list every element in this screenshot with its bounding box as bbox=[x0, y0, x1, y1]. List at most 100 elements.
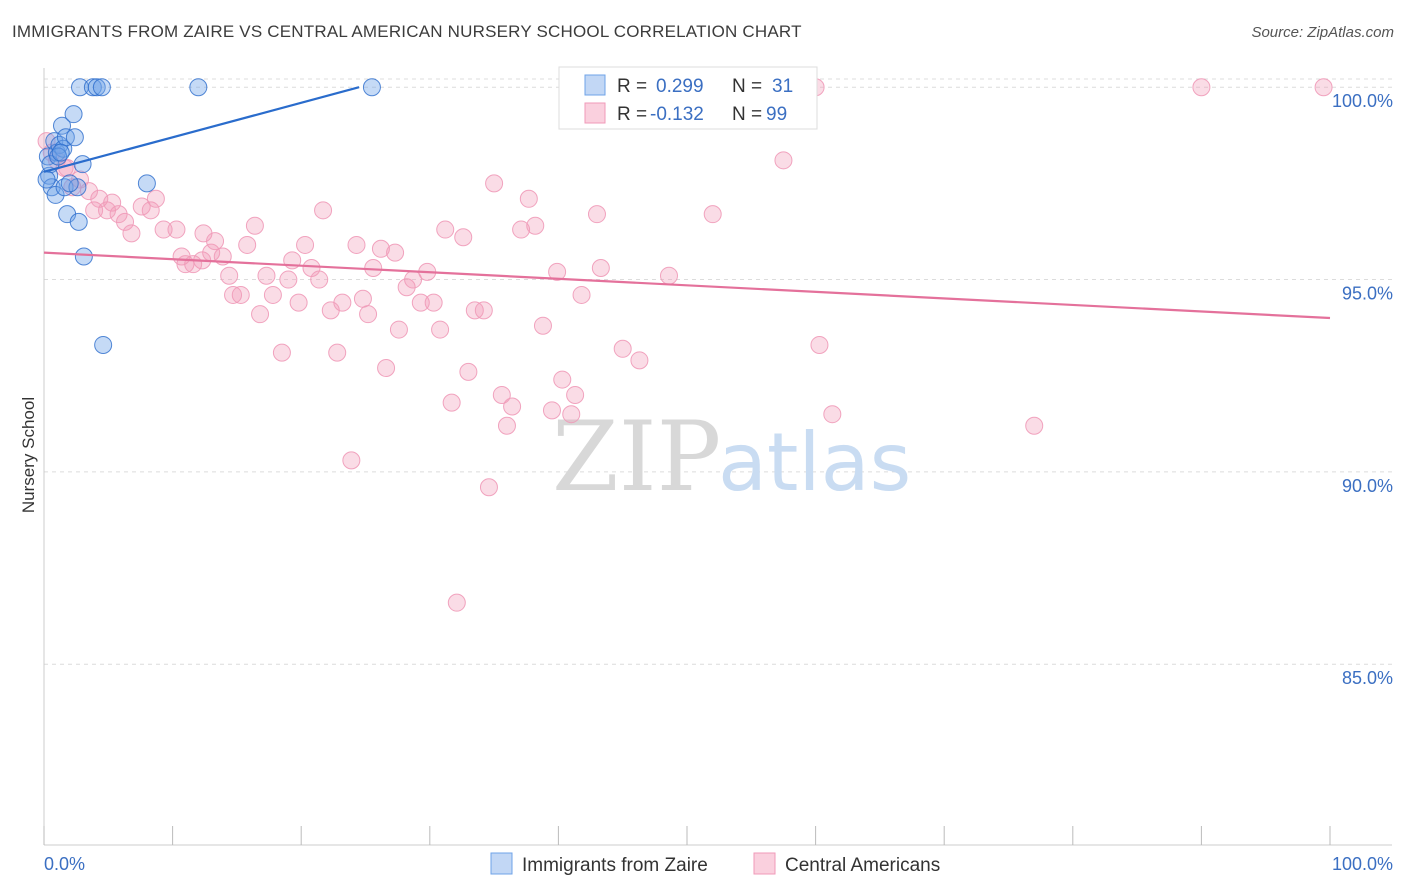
data-point-zaire bbox=[46, 185, 65, 204]
data-point-zaire bbox=[64, 105, 83, 124]
data-point-central bbox=[310, 270, 329, 289]
trend-line-zaire bbox=[43, 86, 360, 173]
y-tick-label: 95.0% bbox=[1342, 284, 1393, 304]
legend-swatch-zaire bbox=[584, 74, 606, 96]
data-point-central bbox=[245, 216, 264, 235]
watermark-zip: ZIP bbox=[552, 401, 721, 513]
series-immigrants-from-zaire bbox=[37, 78, 381, 354]
data-point-zaire bbox=[37, 170, 56, 189]
y-axis-label: Nursery School bbox=[19, 397, 38, 513]
grid-lines bbox=[44, 78, 1392, 665]
data-point-central bbox=[359, 305, 378, 324]
data-point-central bbox=[141, 201, 160, 220]
data-point-central bbox=[459, 362, 478, 381]
data-point-central bbox=[485, 174, 504, 193]
data-point-central bbox=[479, 478, 498, 497]
data-point-central bbox=[503, 397, 522, 416]
data-point-central bbox=[342, 451, 361, 470]
data-point-central bbox=[328, 343, 347, 362]
data-point-central bbox=[231, 285, 250, 304]
data-point-central bbox=[389, 320, 408, 339]
data-point-zaire bbox=[83, 78, 102, 97]
data-point-central bbox=[1314, 78, 1333, 97]
data-point-central bbox=[272, 343, 291, 362]
data-point-central bbox=[296, 235, 315, 254]
data-point-central bbox=[591, 259, 610, 278]
data-point-central bbox=[562, 405, 581, 424]
y-tick-label: 85.0% bbox=[1342, 668, 1393, 688]
data-point-zaire bbox=[137, 174, 156, 193]
data-point-zaire bbox=[362, 78, 381, 97]
legend-n-value-2: 99 bbox=[766, 104, 787, 125]
chart-title: IMMIGRANTS FROM ZAIRE VS CENTRAL AMERICA… bbox=[12, 22, 802, 41]
data-point-central bbox=[526, 216, 545, 235]
data-point-central bbox=[1025, 416, 1044, 435]
legend-swatch-central-bottom bbox=[753, 852, 776, 875]
data-point-central bbox=[263, 285, 282, 304]
data-point-central bbox=[572, 285, 591, 304]
data-point-central bbox=[238, 235, 257, 254]
data-point-central bbox=[386, 243, 405, 262]
data-point-central bbox=[548, 262, 567, 281]
data-point-central bbox=[353, 289, 372, 308]
data-point-central bbox=[206, 232, 225, 251]
trend-line-central bbox=[43, 251, 1331, 320]
data-point-central bbox=[630, 351, 649, 370]
legend-n-value-1: 31 bbox=[772, 76, 793, 97]
data-point-central bbox=[279, 270, 298, 289]
data-point-central bbox=[512, 220, 531, 239]
data-point-zaire bbox=[189, 78, 208, 97]
data-point-central bbox=[424, 293, 443, 312]
data-point-central bbox=[122, 224, 141, 243]
legend-swatch-zaire-bottom bbox=[490, 852, 513, 875]
data-point-zaire bbox=[87, 78, 106, 97]
data-point-central bbox=[85, 201, 104, 220]
data-point-zaire bbox=[69, 212, 88, 231]
data-point-central bbox=[613, 339, 632, 358]
data-point-zaire bbox=[94, 335, 113, 354]
data-point-central bbox=[224, 285, 243, 304]
data-point-central bbox=[465, 301, 484, 320]
axes bbox=[43, 68, 1392, 846]
data-point-central bbox=[314, 201, 333, 220]
data-point-central bbox=[397, 278, 416, 297]
correlation-legend: R = 0.299 N = 31 R = -0.132 N = 99 bbox=[558, 66, 818, 130]
data-point-central bbox=[103, 193, 122, 212]
data-point-zaire bbox=[92, 78, 111, 97]
data-point-central bbox=[377, 359, 396, 378]
data-point-central bbox=[251, 305, 270, 324]
legend-label-central: Central Americans bbox=[785, 855, 940, 876]
data-point-central bbox=[703, 205, 722, 224]
data-point-central bbox=[289, 293, 308, 312]
data-point-central bbox=[542, 401, 561, 420]
data-point-central bbox=[810, 335, 829, 354]
y-tick-label: 90.0% bbox=[1342, 476, 1393, 496]
x-tick-label: 100.0% bbox=[1332, 854, 1393, 874]
data-point-central bbox=[553, 370, 572, 389]
data-point-central bbox=[492, 385, 511, 404]
data-point-central bbox=[411, 293, 430, 312]
data-point-central bbox=[474, 301, 493, 320]
x-tick-label: 0.0% bbox=[44, 854, 85, 874]
data-point-central bbox=[454, 228, 473, 247]
legend-n-label-1: N = bbox=[732, 76, 762, 97]
data-point-central bbox=[659, 266, 678, 285]
data-point-zaire bbox=[51, 143, 70, 162]
data-point-central bbox=[566, 385, 585, 404]
data-point-central bbox=[132, 197, 151, 216]
legend-swatch-central bbox=[584, 102, 606, 124]
trend-lines bbox=[43, 86, 1331, 320]
legend-r-label-2: R = bbox=[617, 104, 647, 125]
data-point-central bbox=[519, 189, 538, 208]
legend-r-value-1: 0.299 bbox=[656, 76, 704, 97]
data-point-central bbox=[347, 235, 366, 254]
data-point-central bbox=[442, 393, 461, 412]
series-central-americans bbox=[37, 78, 1333, 612]
data-point-central bbox=[533, 316, 552, 335]
data-point-central bbox=[80, 182, 99, 201]
data-point-zaire bbox=[65, 128, 84, 147]
legend-n-label-2: N = bbox=[732, 104, 762, 125]
data-point-central bbox=[1192, 78, 1211, 97]
data-point-central bbox=[146, 189, 165, 208]
